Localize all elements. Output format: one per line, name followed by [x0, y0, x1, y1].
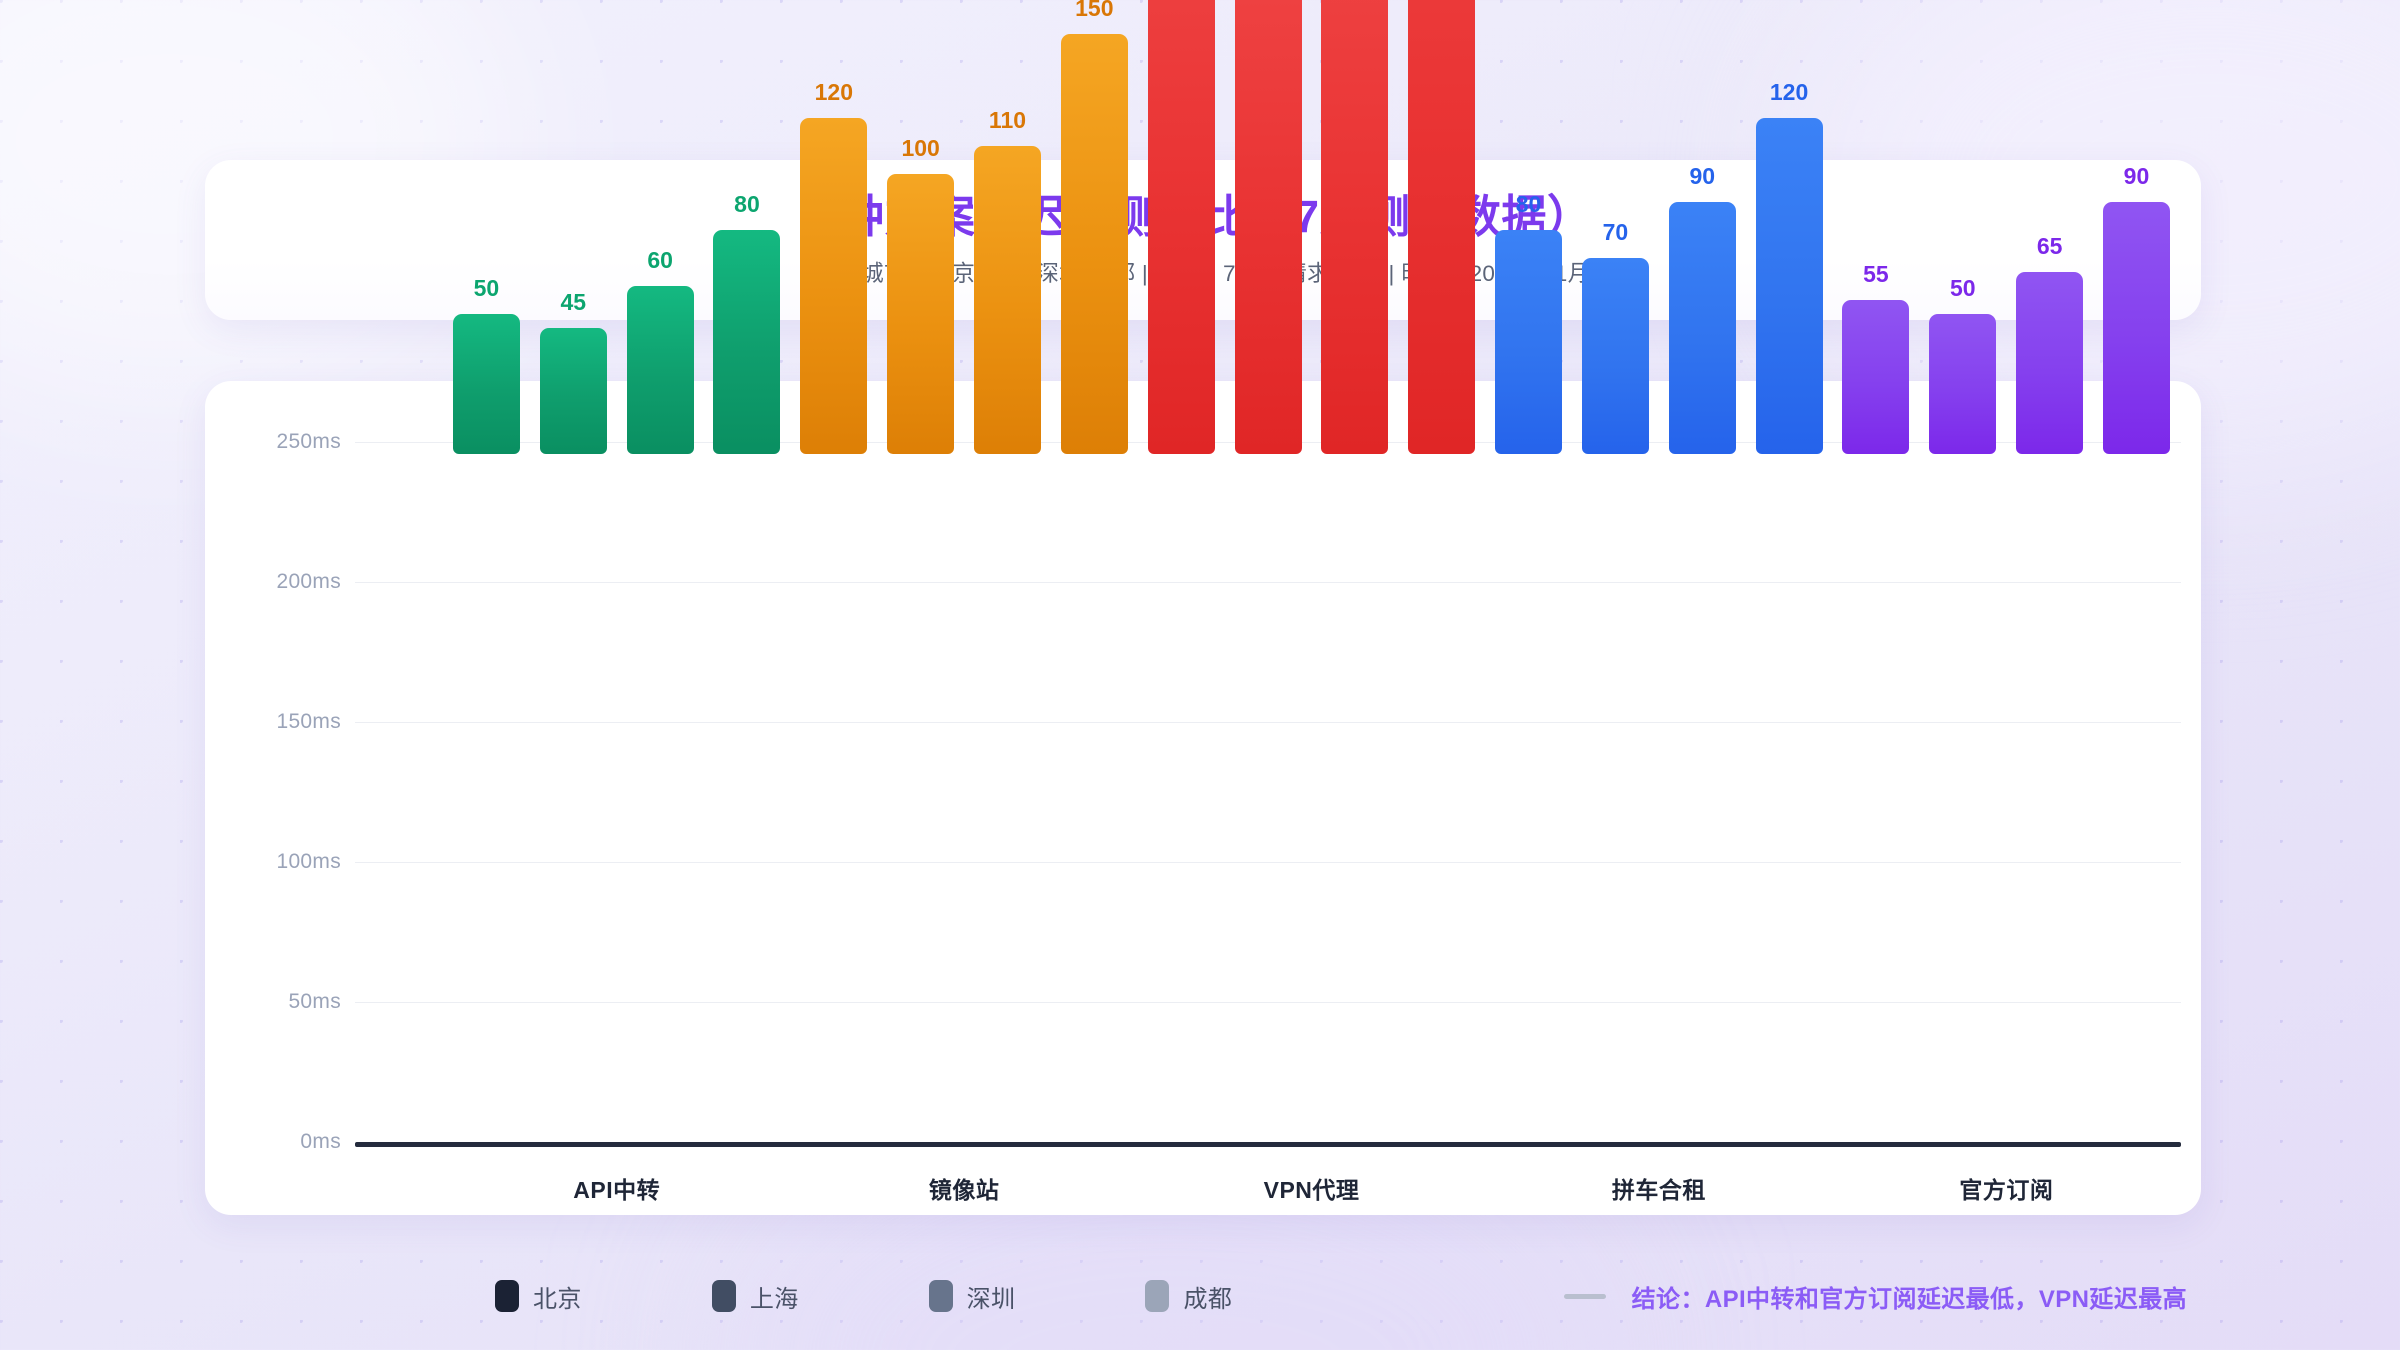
chart-card: 0ms 50ms 100ms 150ms 200ms 250ms 50 45 60 80 120 1…	[205, 0, 2201, 1215]
bar-slot: 190	[1311, 0, 1398, 454]
x-axis-group-label: 官方订阅	[1959, 1177, 2054, 1203]
bar-slot: 80	[1485, 0, 1572, 454]
x-axis-line: 0ms	[300, 1130, 2181, 1153]
bar-slot: 70	[1572, 0, 1659, 454]
bar[interactable]: 90	[1668, 163, 1736, 454]
bar[interactable]: 120	[800, 79, 868, 454]
legend-item[interactable]: 成都	[1145, 1279, 1232, 1314]
bar-slot: 45	[530, 0, 617, 454]
bar-value-label: 120	[1769, 79, 1809, 105]
bar[interactable]: 90	[2102, 163, 2170, 454]
gridline: 100ms	[276, 850, 2181, 873]
bar-value-label: 90	[2123, 163, 2150, 189]
bar-value-label: 150	[1075, 0, 1114, 21]
bar[interactable]: 60	[626, 247, 694, 454]
legend-label: 北京	[533, 1285, 582, 1313]
bar-slot: 150	[1051, 0, 1138, 454]
x-axis-group-label: API中转	[573, 1177, 661, 1203]
bar-value-label: 45	[560, 289, 587, 315]
x-axis-group-label: 拼车合租	[1611, 1177, 1706, 1203]
x-axis-group-labels: API中转 镜像站 VPN代理 拼车合租 官方订阅	[443, 1171, 2180, 1205]
gridline: 200ms	[276, 570, 2181, 593]
bar-value-label: 90	[1689, 163, 1716, 189]
bar-slot: 90	[2093, 0, 2180, 454]
x-axis-group-label: VPN代理	[1263, 1177, 1360, 1203]
plot-area: 0ms 50ms 100ms 150ms 200ms 250ms 50 45 60 80 120 1…	[205, 0, 2201, 1215]
legend: 北京 上海 深圳 成都	[495, 1279, 1232, 1314]
bar[interactable]: 100	[887, 135, 955, 454]
bar-value-label: 80	[1515, 191, 1542, 217]
legend-item[interactable]: 上海	[711, 1279, 799, 1314]
y-axis-tick-label: 0ms	[300, 1130, 341, 1153]
bar[interactable]: 80	[1495, 191, 1563, 454]
bar-slot: 100	[877, 0, 964, 454]
conclusion-block: 结论：API中转和官方订阅延迟最低，VPN延迟最高	[1563, 1279, 2187, 1314]
x-axis-group-label: 镜像站	[928, 1177, 1000, 1203]
bar[interactable]: 150	[1060, 0, 1128, 454]
y-axis-tick-label: 100ms	[276, 850, 341, 873]
legend-item[interactable]: 深圳	[928, 1279, 1016, 1314]
bar[interactable]: 50	[1929, 275, 1997, 454]
bar-value-label: 100	[901, 135, 940, 161]
bar-value-label: 50	[473, 275, 500, 301]
y-axis-tick-label: 150ms	[276, 710, 341, 733]
conclusion-text: 结论：API中转和官方订阅延迟最低，VPN延迟最高	[1631, 1285, 2187, 1313]
bar[interactable]: 65	[2016, 233, 2084, 454]
gridlines-and-axis: 0ms 50ms 100ms 150ms 200ms 250ms	[276, 430, 2181, 1153]
bar[interactable]: 180	[1234, 0, 1302, 454]
bar-value-label: 50	[1949, 275, 1976, 301]
bar-slot: 250	[1398, 0, 1485, 454]
legend-item[interactable]: 北京	[495, 1279, 582, 1314]
legend-label: 成都	[1183, 1285, 1233, 1313]
bar[interactable]: 55	[1842, 261, 1910, 454]
bar-value-label: 110	[988, 107, 1027, 133]
bar-slot: 65	[2006, 0, 2093, 454]
bar[interactable]: 120	[1755, 79, 1823, 454]
bar-slot: 180	[1225, 0, 1312, 454]
legend-label: 深圳	[966, 1285, 1016, 1313]
bar-value-label: 65	[2036, 233, 2063, 259]
bar-value-label: 70	[1602, 219, 1629, 245]
bar[interactable]: 250	[1408, 0, 1476, 454]
bar-slot: 200	[1138, 0, 1225, 454]
bar[interactable]: 80	[713, 191, 781, 454]
bar[interactable]: 110	[973, 107, 1041, 454]
bar-slot: 90	[1659, 0, 1746, 454]
bar-value-label: 60	[647, 247, 673, 273]
bar-slot: 120	[790, 0, 877, 454]
bar[interactable]: 70	[1581, 219, 1649, 454]
gridline: 150ms	[276, 710, 2181, 733]
bar-slot: 120	[1746, 0, 1833, 454]
bar-slot: 80	[704, 0, 791, 454]
gridline: 50ms	[288, 990, 2181, 1013]
bar-value-label: 55	[1863, 261, 1889, 287]
legend-swatch-icon	[928, 1280, 953, 1312]
legend-row: 北京 上海 深圳 成都 结论：API中转和官方订阅延迟最低，VPN延迟最高	[205, 1268, 2201, 1324]
legend-swatch-icon	[495, 1280, 519, 1312]
legend-swatch-icon	[1145, 1280, 1170, 1312]
bar-value-label: 120	[814, 79, 853, 105]
bar[interactable]: 200	[1147, 0, 1215, 454]
bar-slot: 50	[1919, 0, 2006, 454]
bars-container: 50 45 60 80 120 100 110 150 200 180 190 250 80 70 90 12…	[443, 0, 2180, 454]
bar-slot: 110	[964, 0, 1051, 454]
legend-swatch-icon	[711, 1280, 736, 1312]
y-axis-tick-label: 200ms	[276, 570, 341, 593]
bar-slot: 55	[1833, 0, 1920, 454]
bar-value-label: 80	[734, 191, 760, 217]
y-axis-tick-label: 250ms	[276, 430, 341, 453]
bar[interactable]: 45	[539, 289, 607, 454]
divider-line-icon	[1563, 1293, 1606, 1299]
legend-label: 上海	[749, 1285, 799, 1313]
y-axis-tick-label: 50ms	[288, 990, 341, 1013]
bar-slot: 50	[443, 0, 530, 454]
bar-slot: 60	[617, 0, 704, 454]
bar[interactable]: 50	[452, 275, 520, 454]
bar[interactable]: 190	[1321, 0, 1389, 454]
